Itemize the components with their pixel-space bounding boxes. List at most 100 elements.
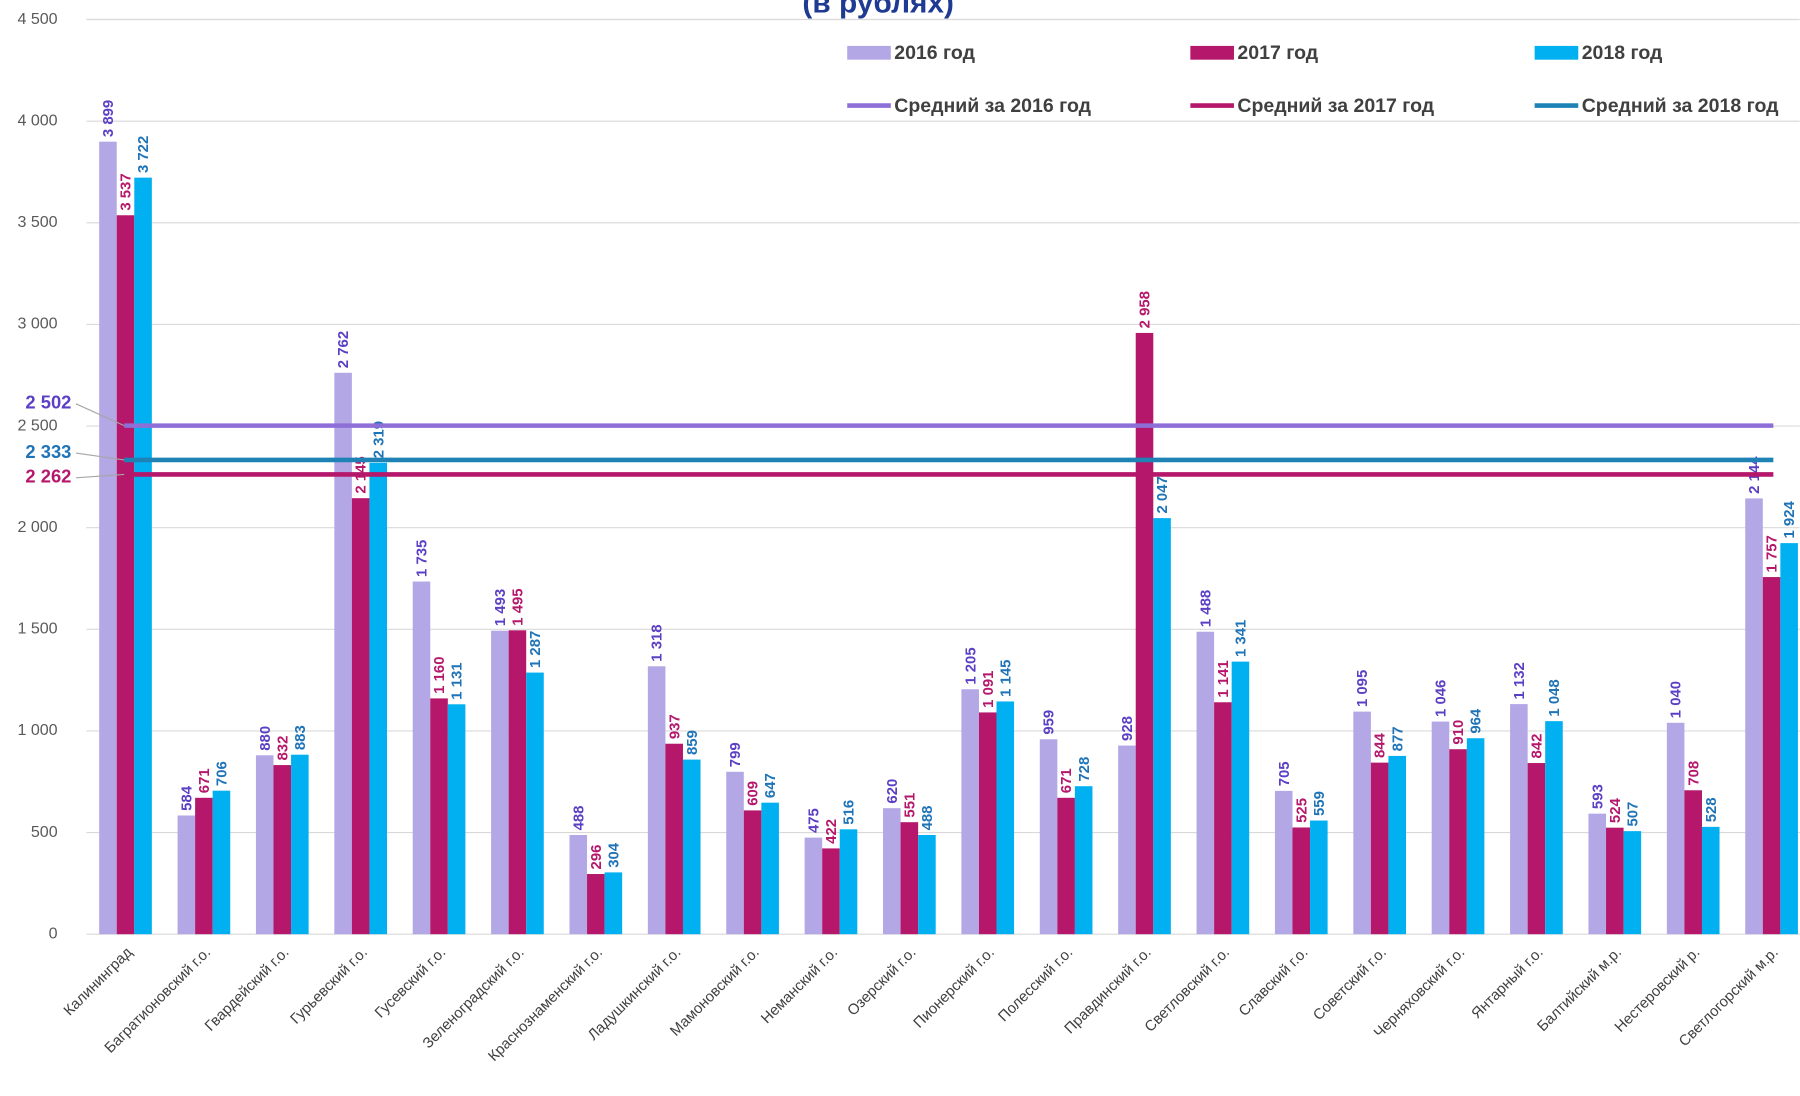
x-tick-label: Мамоновский г.о.	[668, 945, 763, 1040]
x-tick-label: Нестеровский р.	[1612, 945, 1703, 1036]
data-label: 910	[1451, 720, 1467, 745]
bar	[1353, 711, 1371, 935]
bar	[682, 759, 701, 935]
bar	[918, 834, 936, 935]
data-label: 3 537	[119, 173, 135, 210]
data-label: 475	[806, 808, 822, 833]
leader-line	[75, 452, 125, 461]
data-label: 507	[1625, 802, 1641, 827]
bar	[1431, 721, 1450, 935]
mean-label: 2 262	[25, 466, 71, 487]
bar	[412, 581, 431, 935]
bar	[1780, 543, 1798, 935]
legend-swatch	[847, 45, 891, 60]
data-label: 832	[275, 736, 291, 761]
data-label: 883	[293, 725, 309, 750]
bar	[99, 141, 117, 935]
mean-label: 2 502	[25, 392, 71, 413]
bar	[665, 743, 683, 935]
bar	[1527, 763, 1546, 935]
bar	[1588, 813, 1607, 935]
y-tick-label: 2 000	[17, 518, 57, 536]
x-tick-label: Неманский г.о.	[759, 945, 842, 1028]
bar	[291, 754, 309, 935]
bar	[1292, 827, 1311, 935]
data-label: 1 160	[432, 656, 448, 693]
bar	[273, 765, 292, 935]
data-label: 647	[763, 773, 779, 798]
data-label: 528	[1704, 797, 1720, 822]
data-label: 928	[1120, 716, 1136, 741]
data-label: 1 141	[1216, 660, 1232, 697]
bar	[587, 874, 605, 935]
bar	[1274, 790, 1293, 935]
data-label: 609	[746, 781, 762, 806]
data-label: 844	[1373, 732, 1389, 758]
data-label: 1 488	[1198, 590, 1214, 627]
bar	[1153, 518, 1171, 935]
y-tick-label: 3 500	[17, 213, 57, 231]
x-tick-label: Славский г.о.	[1236, 945, 1311, 1020]
legend-swatch	[1190, 45, 1234, 60]
bar	[430, 698, 448, 935]
bar	[116, 215, 135, 935]
data-label: 488	[920, 806, 936, 831]
leader-line	[75, 403, 125, 427]
bar	[1666, 722, 1685, 935]
data-label: 524	[1608, 798, 1624, 824]
data-label: 1 145	[998, 660, 1014, 697]
data-label: 1 095	[1355, 670, 1371, 707]
x-tick-label: Светловский г.о.	[1142, 945, 1233, 1036]
bar	[1623, 831, 1642, 935]
bar	[1039, 739, 1058, 935]
data-label: 593	[1590, 784, 1606, 809]
bar	[1466, 738, 1485, 935]
x-tick-label: Гусевский г.о.	[372, 945, 449, 1022]
legend-label: Средний за 2017 год	[1237, 95, 1434, 117]
data-label: 3 899	[101, 100, 117, 137]
data-label: 525	[1294, 798, 1310, 823]
data-label: 1 757	[1765, 535, 1781, 572]
data-label: 2 319	[371, 421, 387, 458]
data-label: 705	[1277, 761, 1293, 786]
bar	[491, 630, 509, 935]
y-tick-label: 2 500	[17, 416, 57, 434]
bar	[1057, 797, 1075, 935]
data-label: 708	[1686, 761, 1702, 786]
bar	[604, 872, 623, 935]
bar	[1135, 332, 1154, 935]
y-tick-label: 0	[49, 924, 58, 942]
bar	[1510, 704, 1528, 935]
y-tick-label: 4 500	[17, 10, 57, 28]
bar	[447, 704, 466, 935]
bar	[961, 689, 979, 935]
bar	[508, 630, 527, 935]
data-label: 877	[1390, 726, 1406, 751]
data-label: 488	[571, 806, 587, 831]
bar	[1196, 631, 1215, 935]
bar	[526, 672, 544, 935]
bar	[212, 790, 231, 935]
bar	[334, 372, 352, 935]
bar	[804, 837, 823, 935]
bar	[1231, 661, 1250, 935]
x-tick-label: Правдинский г.о.	[1062, 945, 1155, 1038]
legend-label: 2018 год	[1582, 42, 1663, 64]
bar	[822, 848, 840, 935]
data-label: 728	[1077, 757, 1093, 782]
bar	[1388, 755, 1406, 935]
x-tick-label: Озерский г.о.	[845, 945, 920, 1020]
legend-label: 2016 год	[894, 42, 975, 64]
y-tick-label: 1 500	[17, 620, 57, 638]
bar	[195, 797, 213, 935]
data-label: 2 958	[1138, 291, 1154, 328]
bar	[1701, 826, 1720, 935]
data-label: 1 131	[450, 662, 466, 699]
bar	[134, 177, 152, 935]
data-label: 1 924	[1782, 501, 1798, 539]
bar	[883, 808, 901, 935]
data-label: 620	[885, 779, 901, 804]
bar	[1370, 762, 1389, 935]
data-label: 842	[1530, 734, 1546, 759]
x-tick-label: Пионерский г.о.	[911, 945, 998, 1032]
